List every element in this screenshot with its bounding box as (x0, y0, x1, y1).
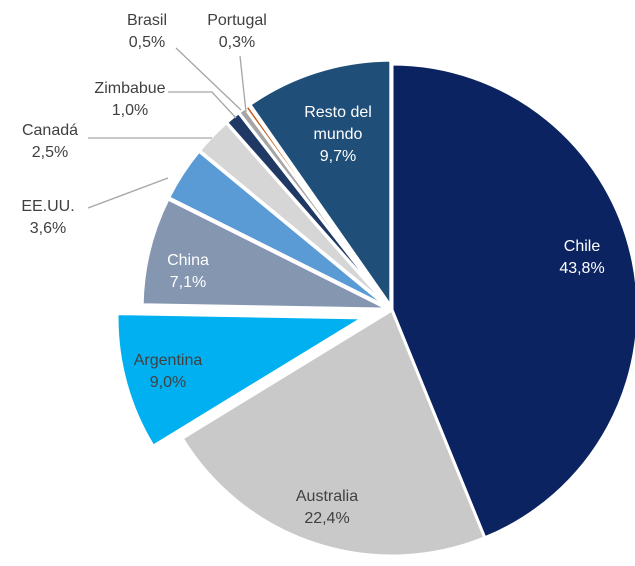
slice-label: Chile 43,8% (542, 236, 622, 280)
value-label: 1,0% (111, 102, 149, 119)
category-name: Australia (295, 488, 359, 505)
category-name: Resto del mundo (304, 104, 372, 143)
slice-label: Portugal 0,3% (192, 10, 282, 54)
leader-line (239, 55, 247, 113)
value-label: 9,0% (149, 374, 187, 391)
value-label: 2,5% (31, 144, 69, 161)
category-name: Argentina (133, 352, 203, 369)
value-label: 22,4% (304, 510, 350, 527)
value-label: 0,5% (128, 34, 166, 51)
value-label: 3,6% (29, 220, 67, 237)
slice-label: Brasil 0,5% (107, 10, 187, 54)
slice-label: Australia 22,4% (277, 486, 377, 530)
category-name: Canadá (21, 122, 79, 139)
category-name: Chile (563, 238, 601, 255)
value-label: 43,8% (559, 260, 605, 277)
value-label: 7,1% (169, 274, 207, 291)
pie-slice (247, 58, 393, 311)
category-name: Zimbabue (94, 80, 166, 97)
slice-label: EE.UU. 3,6% (8, 196, 88, 240)
category-name: China (167, 252, 209, 269)
value-label: 0,3% (218, 34, 256, 51)
leader-line (168, 91, 237, 119)
slice-label: Argentina 9,0% (118, 350, 218, 394)
slice-label: China 7,1% (148, 250, 228, 294)
category-name: EE.UU. (21, 198, 75, 215)
slice-label: Canadá 2,5% (10, 120, 90, 164)
leader-line (87, 177, 169, 209)
pie-slice (140, 196, 389, 311)
pie-slice (390, 62, 635, 540)
pie-slice (115, 312, 369, 449)
leader-line (175, 47, 242, 111)
slice-label: Zimbabue 1,0% (85, 78, 175, 122)
slice-label: Resto del mundo 9,7% (294, 102, 382, 168)
category-name: Brasil (126, 12, 167, 29)
value-label: 9,7% (319, 148, 357, 165)
category-name: Portugal (207, 12, 267, 29)
pie-slice (180, 307, 487, 558)
